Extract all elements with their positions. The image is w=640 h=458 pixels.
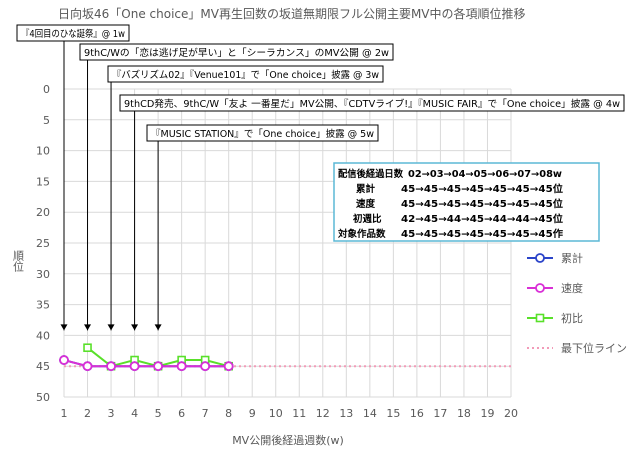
- y-tick-label: 20: [36, 206, 50, 219]
- x-tick-label: 17: [433, 407, 447, 420]
- info-box-frame: [333, 162, 600, 242]
- x-tick-label: 9: [249, 407, 256, 420]
- annotation-arrowhead: [84, 324, 92, 331]
- info-row-label: 累計: [356, 183, 376, 195]
- series: [59, 343, 511, 372]
- annotation-2w: 9thC/Wの「恋は逃げ足が早い」と「シーラカンス」のMV公開 @ 2w: [79, 43, 394, 331]
- annotation-box: [16, 24, 130, 42]
- y-axis-label: 順位: [12, 250, 25, 272]
- legend-label: 累計: [561, 251, 583, 265]
- info-header-label: 配信後経過日数: [338, 168, 403, 180]
- annotation-box: [79, 43, 394, 61]
- annotation-3w: 『バズリズム02』『Venue101』で「One choice」披露 @ 3w: [107, 65, 384, 331]
- annotation-arrowhead: [60, 324, 68, 331]
- annotation-1w: 『4回目のひな誕祭』@ 1w: [16, 24, 130, 331]
- y-tick-label: 30: [36, 268, 50, 281]
- y-tick-label: 15: [36, 175, 50, 188]
- x-tick-label: 19: [480, 407, 494, 420]
- info-row-value: 45→45→45→45→45→45→45作: [401, 228, 564, 240]
- y-tick-label: 50: [36, 391, 50, 404]
- y-tick-label: 45: [36, 360, 50, 373]
- y-tick-label: 5: [43, 114, 50, 127]
- annotation-5w: 『MUSIC STATION』で「One choice」披露 @ 5w: [146, 124, 379, 331]
- info-row-label: 初週比: [353, 213, 382, 225]
- legend-item-2: 初比: [527, 311, 583, 325]
- data-point: [176, 361, 187, 372]
- data-point: [82, 361, 93, 372]
- y-tick-label: 40: [36, 329, 50, 342]
- info-header-value: 02→03→04→05→06→07→08w: [408, 169, 562, 180]
- data-point: [200, 361, 211, 372]
- data-point: [83, 343, 92, 353]
- y-tick-label: 35: [36, 299, 50, 312]
- x-tick-label: 20: [504, 407, 518, 420]
- info-row-value: 45→45→45→45→45→45→45位: [401, 198, 564, 210]
- legend-label: 最下位ライン: [561, 341, 627, 355]
- y-tick-label: 10: [36, 145, 50, 158]
- legend-item-1: 速度: [527, 281, 583, 295]
- x-tick-label: 6: [178, 407, 185, 420]
- annotation-box: [119, 94, 625, 112]
- legend-item-0: 累計: [527, 251, 583, 265]
- x-tick-label: 4: [131, 407, 138, 420]
- info-row-label: 速度: [356, 198, 376, 210]
- y-tick-label: 25: [36, 237, 50, 250]
- data-point: [153, 361, 164, 372]
- annotation-box: [107, 65, 384, 83]
- annotation-text: 『MUSIC STATION』で「One choice」披露 @ 5w: [151, 128, 374, 140]
- annotation-arrowhead: [131, 324, 139, 331]
- x-tick-label: 10: [269, 407, 283, 420]
- legend-item-3: 最下位ライン: [527, 341, 627, 355]
- x-tick-label: 18: [457, 407, 471, 420]
- legend-marker: [535, 253, 545, 263]
- annotation-4w: 9thCD発売、9thC/W「友よ 一番星だ」MV公開、『CDTVライブ!』『M…: [119, 94, 625, 331]
- x-tick-label: 8: [225, 407, 232, 420]
- x-tick-label: 2: [84, 407, 91, 420]
- info-box-group: 配信後経過日数 02→03→04→05→06→07→08w 累計 45→45→45→4…: [333, 162, 600, 242]
- x-tick-label: 5: [155, 407, 162, 420]
- data-point: [59, 355, 69, 365]
- annotation-text: 9thCD発売、9thC/W「友よ 一番星だ」MV公開、『CDTVライブ!』『M…: [124, 98, 620, 110]
- annotation-text: 『4回目のひな誕祭』@ 1w: [21, 28, 125, 40]
- series-1: [59, 355, 234, 372]
- annotation-arrowhead: [154, 324, 162, 331]
- annotations: 『4回目のひな誕祭』@ 1w 9thC/Wの「恋は逃げ足が早い」と「シーラカンス」…: [16, 24, 625, 331]
- data-point: [129, 361, 140, 372]
- x-tick-label: 13: [339, 407, 353, 420]
- annotation-text: 『バズリズム02』『Venue101』で「One choice」披露 @ 3w: [112, 69, 379, 81]
- x-axis-label: MV公開後経過週数(w): [232, 433, 344, 447]
- info-row-label: 対象作品数: [337, 228, 386, 240]
- legend-marker: [535, 313, 545, 323]
- x-tick-label: 16: [410, 407, 424, 420]
- info-row-value: 42→45→44→45→44→44→45位: [401, 213, 564, 225]
- y-tick-label: 0: [43, 83, 50, 96]
- annotation-text: 9thC/Wの「恋は逃げ足が早い」と「シーラカンス」のMV公開 @ 2w: [84, 47, 389, 59]
- x-tick-label: 11: [292, 407, 306, 420]
- annotation-arrowhead: [107, 324, 115, 331]
- legend-label: 速度: [561, 281, 583, 295]
- annotation-box: [146, 124, 379, 142]
- x-tick-label: 7: [202, 407, 209, 420]
- legend-marker: [535, 283, 545, 293]
- x-tick-label: 1: [61, 407, 68, 420]
- chart-title: 日向坂46「One choice」MV再生回数の坂道無期限フル公開主要MV中の各…: [58, 6, 526, 21]
- x-tick-label: 14: [363, 407, 377, 420]
- x-tick-label: 3: [108, 407, 115, 420]
- data-point: [106, 361, 116, 372]
- x-tick-label: 12: [316, 407, 330, 420]
- legend-label: 初比: [561, 311, 583, 325]
- data-point: [223, 361, 234, 372]
- x-tick-label: 15: [386, 407, 400, 420]
- info-row-value: 45→45→45→45→45→45→45位: [401, 183, 564, 195]
- info-box: 配信後経過日数 02→03→04→05→06→07→08w 累計 45→45→45→4…: [333, 162, 600, 242]
